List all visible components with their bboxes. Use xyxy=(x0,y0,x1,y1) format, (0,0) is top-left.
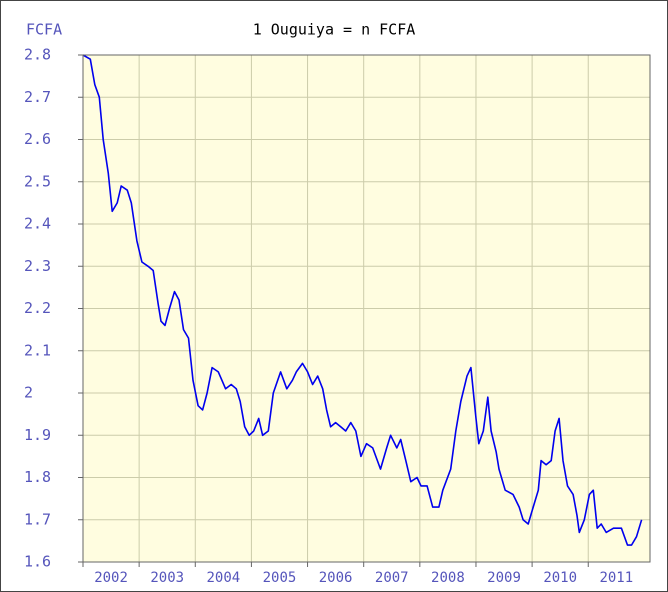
y-tick-label: 2.3 xyxy=(24,257,51,275)
y-tick-label: 1.6 xyxy=(24,553,51,571)
x-tick-label: 2008 xyxy=(431,570,465,586)
x-tick-label: 2005 xyxy=(263,570,297,586)
x-tick-label: 2006 xyxy=(319,570,353,586)
y-tick-label: 2 xyxy=(24,384,33,402)
x-tick-label: 2011 xyxy=(599,570,633,586)
x-tick-label: 2003 xyxy=(150,570,184,586)
x-tick-label: 2007 xyxy=(375,570,409,586)
x-tick-label: 2004 xyxy=(206,570,240,586)
y-axis-label: FCFA xyxy=(26,21,62,39)
y-tick-label: 2.8 xyxy=(24,46,51,64)
y-tick-label: 2.4 xyxy=(24,215,51,233)
y-tick-label: 2.5 xyxy=(24,172,51,190)
chart-title: 1 Ouguiya = n FCFA xyxy=(253,21,416,39)
x-tick-label: 2009 xyxy=(487,570,521,586)
y-tick-label: 2.6 xyxy=(24,130,51,148)
x-tick-label: 2010 xyxy=(543,570,577,586)
x-tick-label: 2002 xyxy=(94,570,128,586)
y-tick-label: 2.1 xyxy=(24,341,51,359)
y-tick-label: 1.7 xyxy=(24,510,51,528)
data-line xyxy=(82,54,643,546)
y-tick-label: 1.8 xyxy=(24,468,51,486)
y-tick-label: 2.2 xyxy=(24,299,51,317)
y-tick-label: 1.9 xyxy=(24,426,51,444)
y-tick-label: 2.7 xyxy=(24,88,51,106)
